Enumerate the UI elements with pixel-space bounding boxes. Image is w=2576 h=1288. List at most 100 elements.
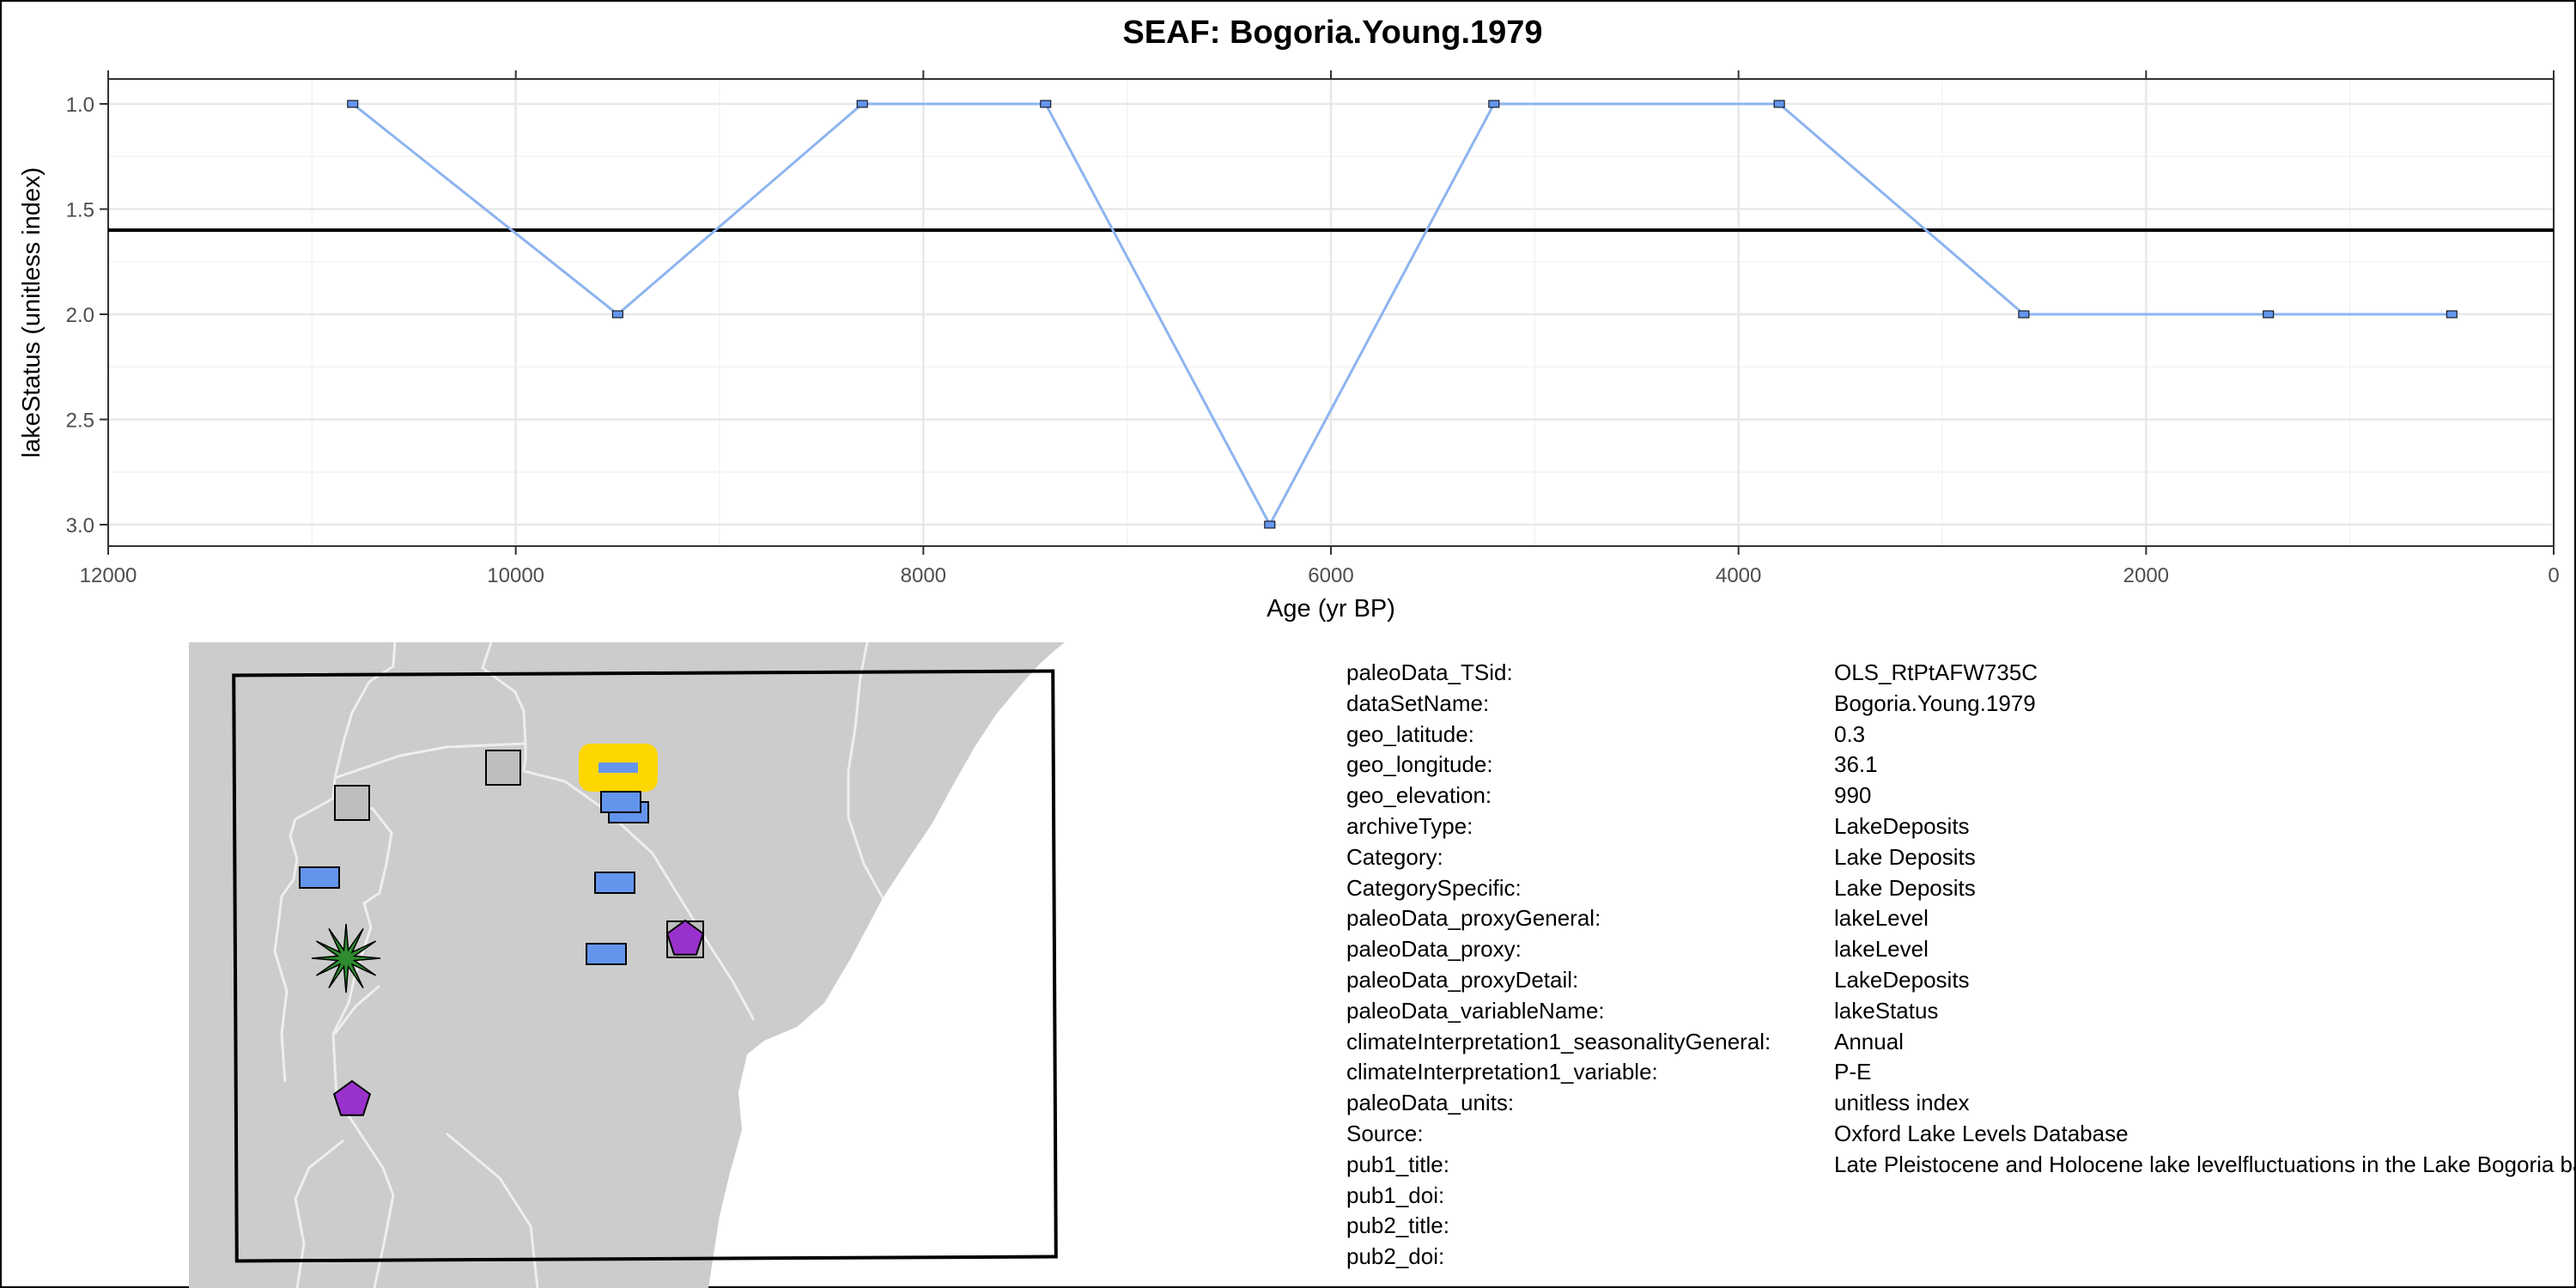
metadata-row: paleoData_proxy: lakeLevel	[1346, 934, 2576, 965]
metadata-value: Lake Deposits	[1834, 874, 1976, 901]
data-point	[2263, 310, 2275, 319]
metadata-value: Oxford Lake Levels Database	[1834, 1120, 2129, 1146]
data-point	[611, 310, 623, 319]
metadata-row: paleoData_proxyGeneral: lakeLevel	[1346, 903, 2576, 934]
site-markers	[299, 744, 705, 1116]
metadata-row: paleoData_TSid: OLS_RtPtAFW735C	[1346, 658, 2576, 689]
metadata-row: climateInterpretation1_seasonalityGenera…	[1346, 1027, 2576, 1058]
series-layer	[347, 100, 2458, 529]
selected-site-marker	[598, 762, 638, 773]
metadata-row: geo_longitude: 36.1	[1346, 750, 2576, 781]
metadata-key: paleoData_TSid:	[1346, 659, 1513, 685]
metadata-key: pub1_title:	[1346, 1151, 1449, 1177]
site-map	[189, 642, 1065, 1288]
site-marker-square	[485, 750, 521, 786]
x-tick-label: 6000	[1308, 564, 1353, 587]
metadata-key: dataSetName:	[1346, 690, 1490, 716]
data-point	[1040, 100, 1052, 108]
site-marker-pentagon	[332, 1079, 372, 1116]
x-tick-label: 4000	[1716, 564, 1761, 587]
metadata-row: archiveType: LakeDeposits	[1346, 811, 2576, 842]
metadata-row: pub1_doi:	[1346, 1181, 2576, 1212]
data-point	[1773, 100, 1785, 108]
metadata-value: unitless index	[1834, 1090, 1970, 1116]
chart-title: SEAF: Bogoria.Young.1979	[1122, 15, 1542, 51]
series-line	[351, 102, 2452, 528]
metadata-value: Late Pleistocene and Holocene lake level…	[1834, 1151, 2576, 1177]
metadata-key: paleoData_proxyDetail:	[1346, 966, 1579, 993]
metadata-row: Category: Lake Deposits	[1346, 842, 2576, 873]
metadata-key: Source:	[1346, 1120, 1424, 1146]
metadata-key: CategorySpecific:	[1346, 874, 1522, 901]
data-point	[1264, 520, 1276, 529]
y-tick-label: 2.0	[66, 304, 94, 327]
metadata-row: pub2_doi:	[1346, 1242, 2576, 1273]
x-tick-label: 2000	[2123, 564, 2169, 587]
site-marker-star	[311, 923, 381, 993]
metadata-key: paleoData_variableName:	[1346, 997, 1605, 1024]
x-tick-label: 0	[2548, 564, 2559, 587]
metadata-key: geo_latitude:	[1346, 720, 1474, 747]
metadata-value: 36.1	[1834, 751, 1878, 778]
metadata-value: OLS_RtPtAFW735C	[1834, 659, 2038, 685]
x-tick-label: 8000	[901, 564, 946, 587]
metadata-value: Annual	[1834, 1028, 1904, 1054]
metadata-value: lakeLevel	[1834, 905, 1929, 932]
y-tick-label: 2.5	[66, 410, 94, 433]
data-point	[856, 100, 868, 108]
site-marker-square	[334, 785, 370, 821]
metadata-key: pub2_title:	[1346, 1212, 1449, 1239]
metadata-row: CategorySpecific: Lake Deposits	[1346, 873, 2576, 904]
metadata-key: pub2_doi:	[1346, 1243, 1445, 1270]
metadata-value: LakeDeposits	[1834, 966, 1970, 993]
axes: 12000 10000 8000 6000 4000 2000 0 1.0 1.5 2.0 2.5 3…	[66, 70, 2560, 587]
metadata-key: archiveType:	[1346, 812, 1473, 839]
country-borders	[273, 642, 884, 1288]
site-metadata-table: paleoData_TSid: OLS_RtPtAFW735C dataSetNam…	[1346, 658, 2576, 1273]
data-point	[1488, 100, 1500, 108]
metadata-value: lakeLevel	[1834, 936, 1929, 963]
metadata-row: paleoData_units: unitless index	[1346, 1088, 2576, 1119]
metadata-key: geo_longitude:	[1346, 751, 1493, 778]
lake-status-chart: SEAF: Bogoria.Young.1979 12000 10000 8000 6…	[18, 15, 2560, 623]
metadata-value: P-E	[1834, 1059, 1872, 1085]
site-marker-rect	[594, 872, 635, 894]
y-axis-label: lakeStatus (unitless index)	[18, 167, 46, 459]
metadata-row: geo_latitude: 0.3	[1346, 720, 2576, 750]
site-marker-pentagon	[665, 919, 705, 956]
x-axis-label: Age (yr BP)	[1267, 595, 1395, 623]
metadata-row: Source: Oxford Lake Levels Database	[1346, 1119, 2576, 1150]
data-point	[2445, 310, 2458, 319]
metadata-row: climateInterpretation1_variable: P-E	[1346, 1057, 2576, 1088]
data-point	[2018, 310, 2030, 319]
map-region-box	[232, 669, 1058, 1263]
site-marker-rect	[299, 866, 340, 889]
metadata-key: geo_elevation:	[1346, 782, 1492, 809]
site-marker-rect	[600, 791, 641, 813]
y-tick-label: 1.5	[66, 199, 94, 222]
metadata-row: dataSetName: Bogoria.Young.1979	[1346, 689, 2576, 720]
metadata-value: Lake Deposits	[1834, 843, 1976, 870]
x-tick-label: 10000	[487, 564, 544, 587]
metadata-row: geo_elevation: 990	[1346, 781, 2576, 811]
metadata-value: lakeStatus	[1834, 997, 1939, 1024]
metadata-row: paleoData_proxyDetail: LakeDeposits	[1346, 965, 2576, 996]
site-marker-rect	[586, 943, 627, 965]
metadata-key: Category:	[1346, 843, 1443, 870]
metadata-value: 990	[1834, 782, 1872, 809]
metadata-value: LakeDeposits	[1834, 812, 1970, 839]
data-point	[347, 100, 359, 108]
y-tick-label: 1.0	[66, 94, 94, 117]
metadata-key: paleoData_proxyGeneral:	[1346, 905, 1601, 932]
x-tick-label: 12000	[80, 564, 137, 587]
metadata-value: Bogoria.Young.1979	[1834, 690, 2036, 716]
metadata-key: paleoData_proxy:	[1346, 936, 1522, 963]
y-tick-label: 3.0	[66, 514, 94, 538]
metadata-row: paleoData_variableName: lakeStatus	[1346, 996, 2576, 1027]
metadata-key: pub1_doi:	[1346, 1182, 1445, 1208]
metadata-row: pub1_title: Late Pleistocene and Holocene…	[1346, 1150, 2576, 1181]
metadata-key: climateInterpretation1_seasonalityGenera…	[1346, 1028, 1771, 1054]
metadata-key: paleoData_units:	[1346, 1090, 1515, 1116]
metadata-key: climateInterpretation1_variable:	[1346, 1059, 1658, 1085]
metadata-row: pub2_title:	[1346, 1211, 2576, 1242]
